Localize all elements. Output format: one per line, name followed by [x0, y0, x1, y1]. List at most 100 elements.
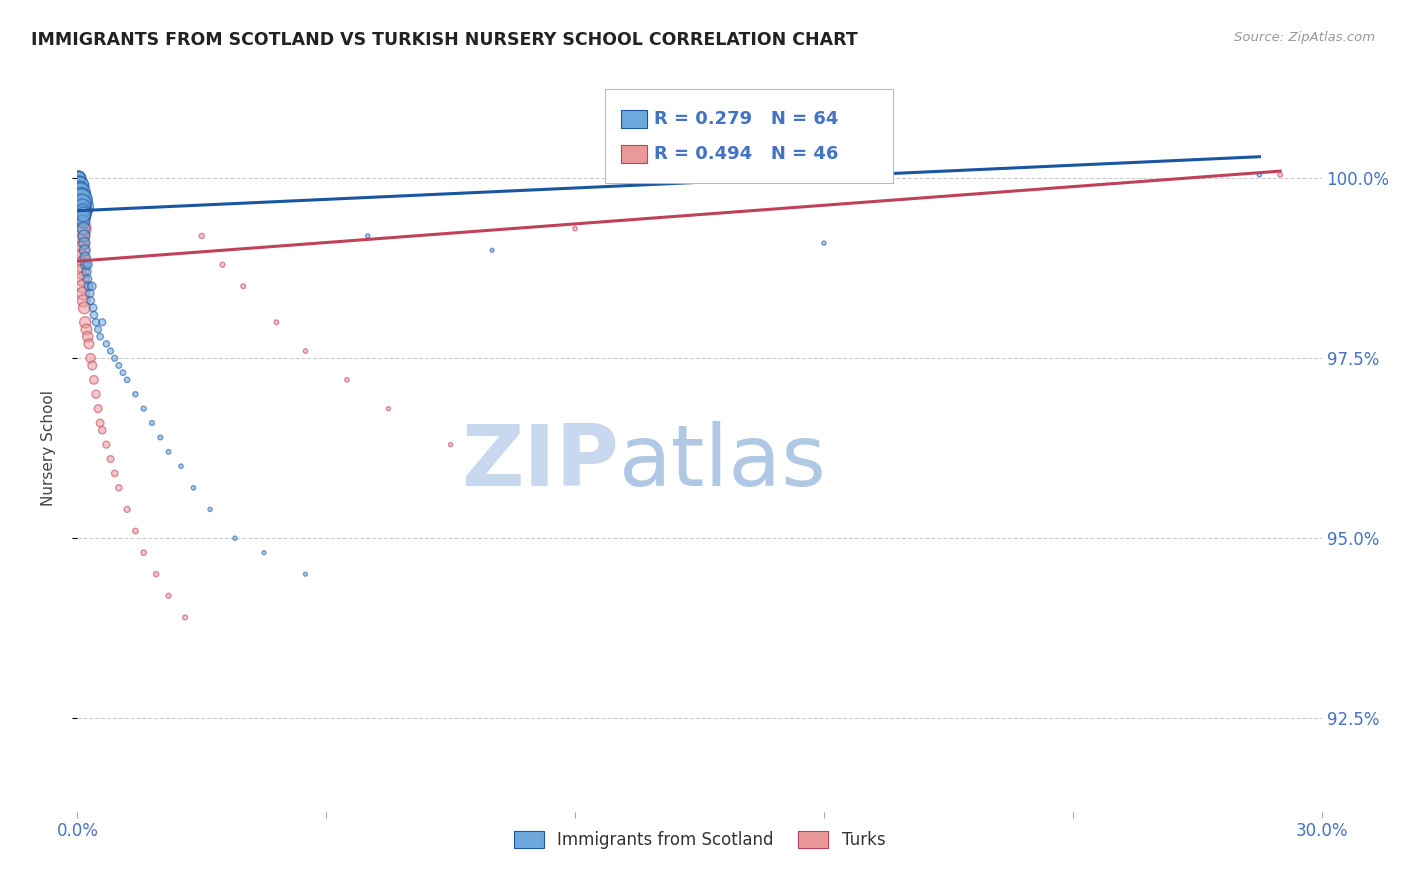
Point [72, 221, 94, 235]
Point [211, 258, 233, 272]
Point [481, 244, 503, 258]
Point [69, 186, 91, 200]
Point [1268, 168, 1291, 182]
Point [96, 336, 118, 351]
Point [132, 401, 155, 416]
Point [72, 207, 94, 221]
Point [82, 301, 104, 315]
Point [72, 272, 94, 286]
Point [83, 373, 105, 387]
Point [72, 207, 94, 221]
Point [67, 214, 90, 228]
Point [79, 286, 101, 301]
Point [357, 228, 380, 243]
Point [157, 445, 180, 459]
Point [107, 481, 129, 495]
Point [75, 322, 97, 336]
Text: atlas: atlas [619, 421, 827, 504]
Point [253, 546, 276, 560]
Point [70, 193, 93, 207]
Point [157, 589, 180, 603]
Point [67, 182, 90, 196]
Point [224, 531, 246, 545]
Point [77, 336, 100, 351]
Point [69, 193, 91, 207]
Point [67, 200, 90, 214]
Point [67, 171, 90, 186]
Point [73, 244, 96, 258]
Point [79, 293, 101, 308]
Point [1249, 168, 1271, 182]
Point [141, 416, 163, 430]
Point [83, 308, 105, 322]
Point [91, 315, 114, 329]
Point [87, 322, 110, 336]
Point [70, 265, 93, 279]
Text: ZIP: ZIP [461, 421, 619, 504]
Point [115, 373, 138, 387]
Point [439, 437, 461, 451]
Point [72, 214, 94, 228]
Point [76, 272, 98, 286]
Point [170, 459, 193, 474]
Point [70, 251, 93, 265]
Point [84, 315, 107, 329]
Point [145, 567, 167, 582]
Point [89, 416, 111, 430]
Point [72, 286, 94, 301]
Point [377, 401, 399, 416]
Point [813, 236, 835, 251]
Point [72, 203, 94, 218]
Point [104, 351, 127, 366]
Point [111, 366, 134, 380]
Point [124, 387, 146, 401]
Point [72, 293, 94, 308]
Point [75, 251, 97, 265]
Point [77, 279, 100, 293]
Point [174, 610, 197, 624]
Point [69, 228, 91, 243]
Point [84, 387, 107, 401]
Point [107, 359, 129, 373]
Point [73, 301, 96, 315]
Point [69, 186, 91, 200]
Point [70, 196, 93, 211]
Point [190, 228, 214, 243]
Point [232, 279, 254, 293]
Point [75, 258, 97, 272]
Point [67, 175, 90, 189]
Point [183, 481, 205, 495]
Point [70, 258, 93, 272]
Point [82, 359, 104, 373]
Text: Source: ZipAtlas.com: Source: ZipAtlas.com [1234, 31, 1375, 45]
Point [336, 373, 359, 387]
Text: IMMIGRANTS FROM SCOTLAND VS TURKISH NURSERY SCHOOL CORRELATION CHART: IMMIGRANTS FROM SCOTLAND VS TURKISH NURS… [31, 31, 858, 49]
Point [69, 244, 91, 258]
Point [132, 546, 155, 560]
Point [69, 236, 91, 251]
Point [96, 437, 118, 451]
Point [198, 502, 221, 516]
Y-axis label: Nursery School: Nursery School [42, 390, 56, 507]
Point [564, 221, 586, 235]
Point [70, 196, 93, 211]
Point [73, 236, 96, 251]
Point [79, 351, 101, 366]
Point [100, 452, 122, 467]
Point [67, 171, 90, 186]
Point [72, 200, 94, 214]
Point [67, 221, 90, 235]
Point [104, 467, 127, 481]
Point [70, 189, 93, 203]
Point [69, 189, 91, 203]
Point [72, 211, 94, 225]
Text: R = 0.279   N = 64: R = 0.279 N = 64 [654, 110, 838, 128]
Point [115, 502, 138, 516]
Point [67, 207, 90, 221]
Point [67, 178, 90, 193]
Point [149, 430, 172, 444]
Point [76, 329, 98, 343]
Point [70, 200, 93, 214]
Legend: Immigrants from Scotland, Turks: Immigrants from Scotland, Turks [508, 824, 891, 855]
Point [70, 203, 93, 218]
